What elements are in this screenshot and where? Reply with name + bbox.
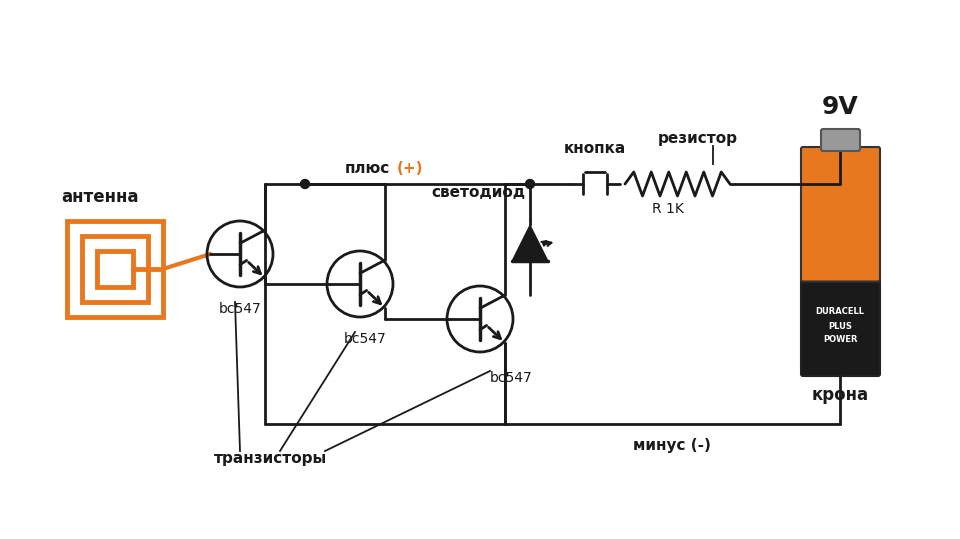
Text: 9V: 9V — [822, 95, 858, 119]
Circle shape — [525, 179, 535, 189]
Text: плюс: плюс — [345, 161, 391, 176]
Text: минус (-): минус (-) — [633, 438, 711, 453]
Text: резистор: резистор — [658, 131, 737, 146]
FancyBboxPatch shape — [801, 278, 880, 376]
Text: bc547: bc547 — [490, 371, 533, 385]
Text: кнопка: кнопка — [564, 141, 626, 156]
Text: светодиод: светодиод — [431, 185, 525, 201]
Text: антенна: антенна — [61, 188, 139, 206]
Circle shape — [300, 179, 309, 189]
Text: DURACELL: DURACELL — [815, 307, 865, 316]
Text: bc547: bc547 — [344, 332, 386, 346]
Text: R 1K: R 1K — [652, 202, 684, 216]
Text: крона: крона — [811, 386, 869, 404]
Text: (+): (+) — [397, 161, 423, 176]
Text: PLUS: PLUS — [828, 322, 852, 331]
Text: транзисторы: транзисторы — [213, 451, 326, 466]
Polygon shape — [512, 225, 548, 261]
Text: POWER: POWER — [823, 335, 857, 344]
Text: bc547: bc547 — [219, 302, 261, 316]
FancyBboxPatch shape — [801, 147, 880, 281]
FancyBboxPatch shape — [821, 129, 860, 151]
